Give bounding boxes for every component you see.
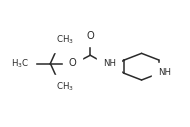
Text: CH$_3$: CH$_3$ xyxy=(56,34,74,46)
Text: H$_3$C: H$_3$C xyxy=(11,57,29,70)
Text: NH: NH xyxy=(158,68,171,77)
Text: CH$_3$: CH$_3$ xyxy=(56,81,74,93)
Text: O: O xyxy=(86,31,94,41)
Text: NH: NH xyxy=(103,59,116,68)
Text: O: O xyxy=(68,59,76,68)
